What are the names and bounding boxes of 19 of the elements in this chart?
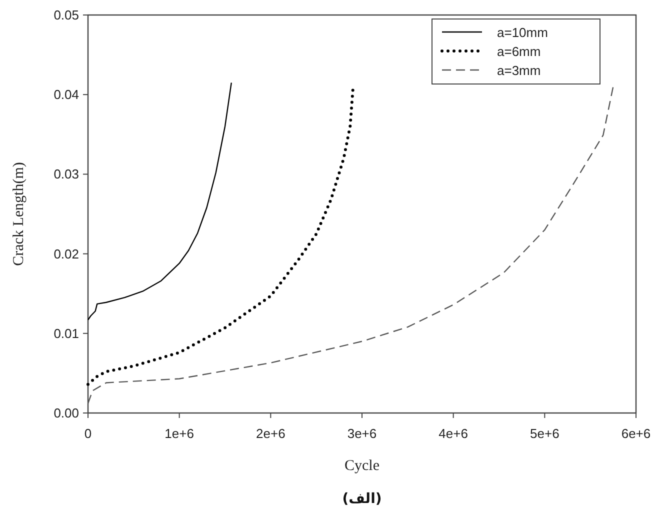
text: (الف) (342, 491, 382, 507)
y-axis-title: Crack Length(m) (11, 162, 27, 266)
legend-label: a=6mm (497, 44, 541, 59)
y-tick-label: 0.02 (54, 246, 79, 262)
x-tick-label: 6e+6 (621, 426, 651, 441)
legend-label: a=10mm (497, 25, 548, 40)
x-tick-label: 0 (84, 426, 92, 441)
x-axis-title: Cycle (344, 458, 380, 474)
x-tick-label: 2e+6 (256, 426, 286, 441)
x-tick-label: 5e+6 (530, 426, 560, 441)
y-tick-label: 0.00 (54, 406, 79, 420)
legend-label: a=3mm (497, 63, 541, 78)
x-tick-label: 1e+6 (164, 426, 194, 441)
y-tick-label: 0.04 (54, 87, 79, 102)
x-tick-label: 3e+6 (347, 426, 377, 441)
y-tick-label: 0.03 (54, 166, 79, 182)
x-tick-label: 4e+6 (438, 426, 468, 441)
y-tick-label: 0.05 (54, 8, 79, 22)
y-tick-label: 0.01 (54, 326, 79, 341)
